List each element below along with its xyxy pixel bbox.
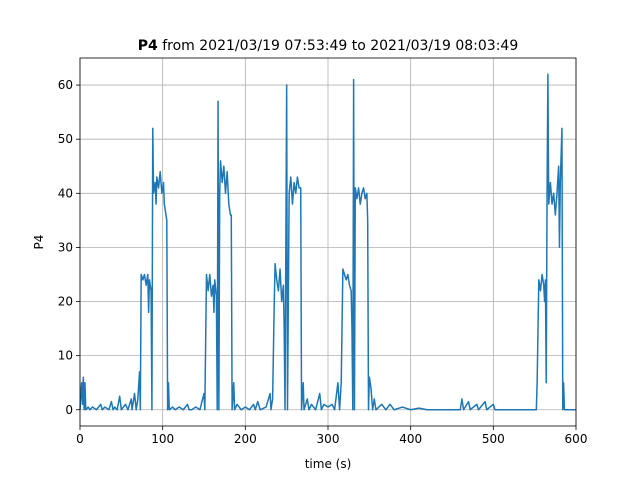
- x-tick-label: 100: [151, 432, 174, 446]
- x-axis-label: time (s): [305, 457, 352, 471]
- y-tick-label: 60: [58, 78, 73, 92]
- y-tick-label: 10: [58, 349, 73, 363]
- y-tick-label: 0: [65, 403, 73, 417]
- title-text: from 2021/03/19 07:53:49 to 2021/03/19 0…: [162, 38, 518, 54]
- chart-title: P4 from 2021/03/19 07:53:49 to 2021/03/1…: [138, 38, 519, 54]
- x-tick-label: 600: [565, 432, 588, 446]
- plot-frame: [79, 57, 577, 427]
- x-tick-label: 300: [317, 432, 340, 446]
- y-axis-label: P4: [32, 235, 46, 250]
- x-tick-label: 0: [76, 432, 84, 446]
- x-tick-label: 200: [234, 432, 257, 446]
- y-tick-label: 40: [58, 186, 73, 200]
- y-tick-label: 50: [58, 132, 73, 146]
- y-tick-label: 30: [58, 240, 73, 254]
- x-tick-label: 400: [399, 432, 422, 446]
- title-bold: P4: [138, 38, 158, 54]
- y-tick-label: 20: [58, 295, 73, 309]
- x-tick-label: 500: [482, 432, 505, 446]
- data-line: [79, 73, 576, 411]
